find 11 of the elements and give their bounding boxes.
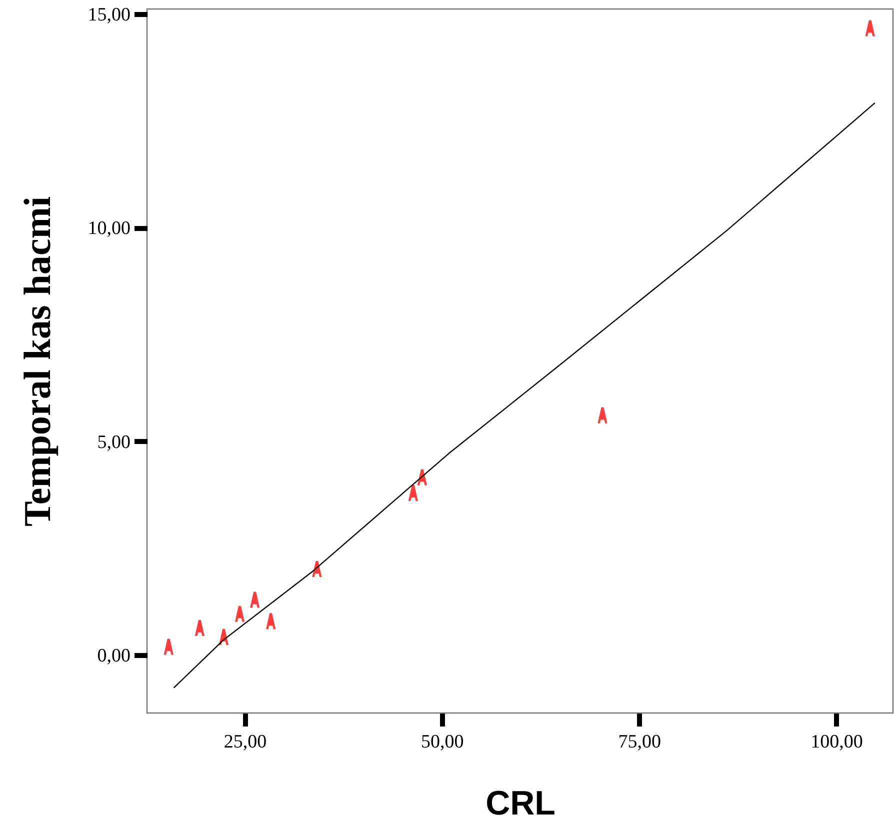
x-axis-title: CRL: [486, 784, 556, 822]
x-tick-label: 50,00: [421, 732, 464, 752]
y-tick-label: 10,00: [88, 218, 130, 240]
y-tick-label: 15,00: [88, 4, 130, 26]
y-tick-label: 5,00: [97, 432, 130, 453]
x-tick-label: 25,00: [224, 732, 267, 752]
x-tick-label: 100,00: [810, 732, 863, 752]
y-tick-label: 0,00: [97, 645, 130, 666]
line-series: [173, 102, 876, 688]
y-axis-title: Temporal kas hacmi: [16, 196, 59, 527]
x-tick-label: 75,00: [618, 732, 661, 752]
